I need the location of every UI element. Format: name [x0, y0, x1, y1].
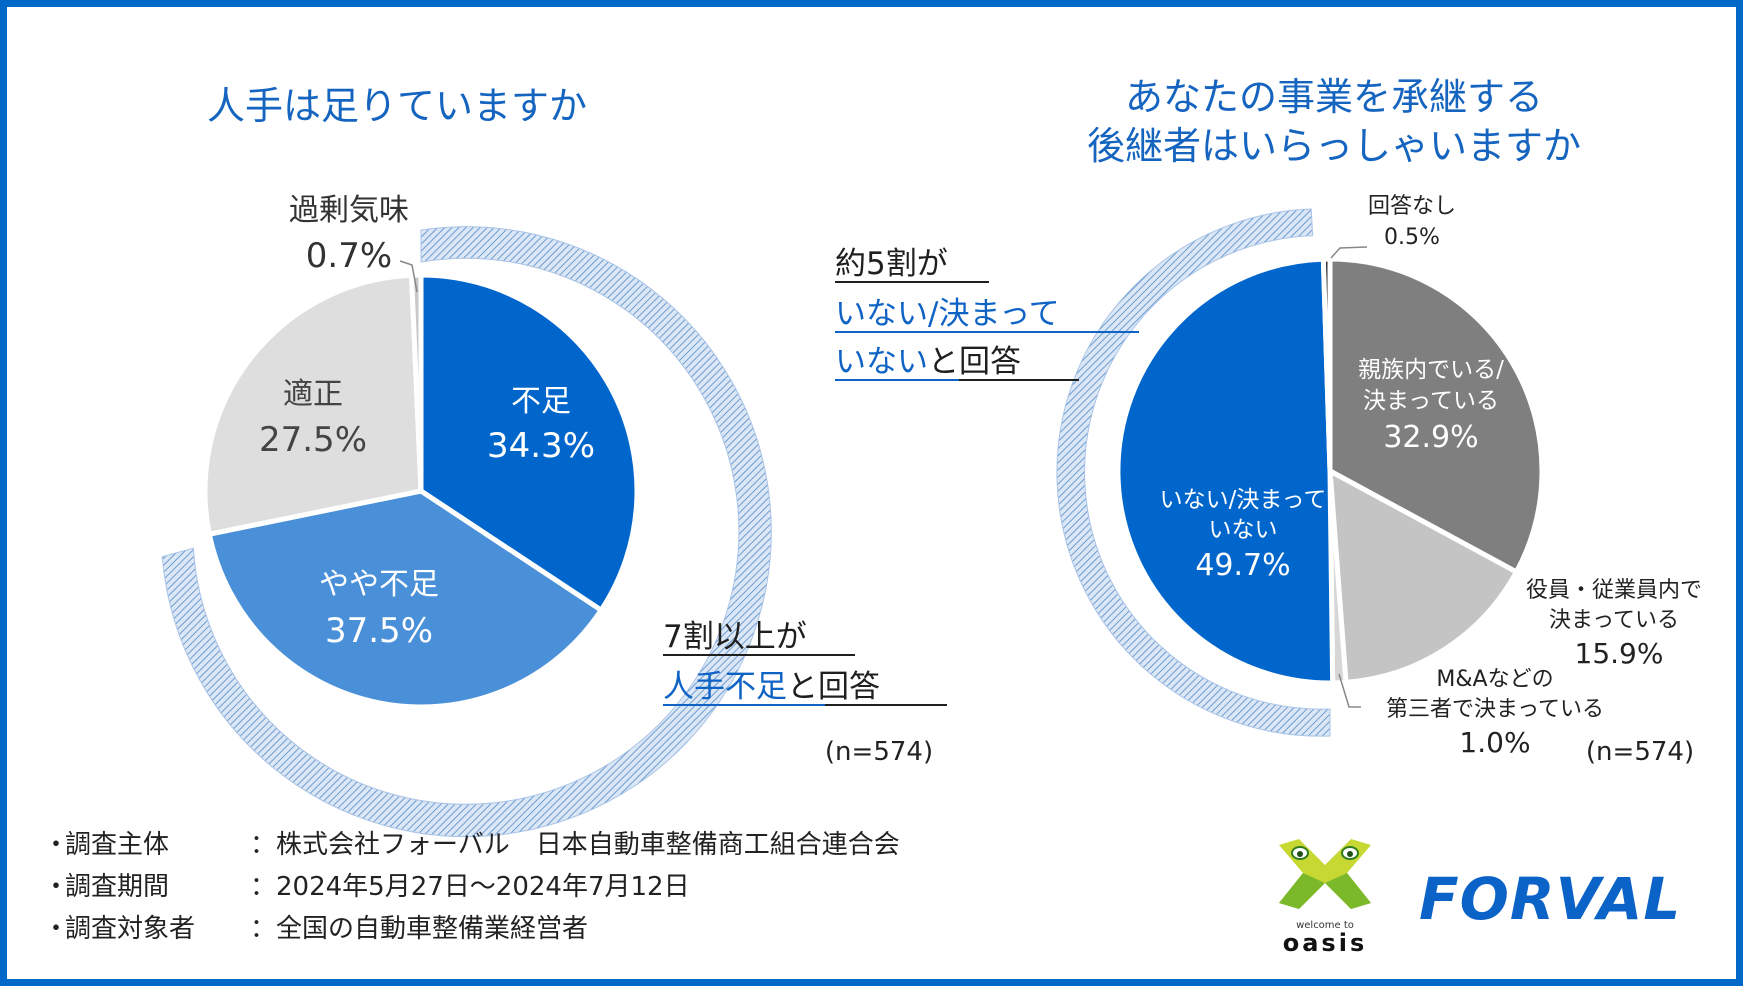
info-value-2: ：2024年5月27日～2024年7月12日	[250, 872, 690, 902]
label-tekisei: 適正	[283, 377, 343, 412]
oasis-pupil-right-icon	[1347, 851, 1353, 857]
right-summary-line1: 約5割が	[835, 246, 948, 282]
pct-nashi: 0.5%	[1384, 225, 1440, 250]
label-shinzoku-1: 親族内でいる/	[1358, 357, 1504, 383]
label-nashi: 回答なし	[1368, 194, 1456, 219]
right-summary-line2: いない/決まって	[835, 296, 1060, 332]
left-chart-title: 人手は足りていますか	[207, 84, 587, 128]
label-inai-1: いない/決まって	[1160, 487, 1327, 513]
leader-kajo	[399, 260, 418, 293]
pct-ma: 1.0%	[1459, 726, 1530, 759]
leader-ma	[1338, 673, 1361, 708]
left-pie-chart	[161, 226, 772, 838]
pct-shinzoku: 32.9%	[1383, 420, 1478, 455]
oasis-logo: welcome to oasis	[1279, 839, 1371, 957]
right-summary: 約5割が いない/決まって いないと回答	[835, 246, 1139, 381]
pct-tekisei: 27.5%	[259, 420, 367, 460]
left-pie-slice-3	[409, 272, 424, 494]
label-ma-2: 第三者で決まっている	[1386, 697, 1604, 722]
left-summary-line2: 人手不足と回答	[663, 669, 880, 705]
info-bullet-2: ・	[43, 872, 69, 902]
label-kajo: 過剰気味	[289, 193, 409, 228]
info-label-1: 調査主体	[65, 830, 169, 860]
right-pie-chart	[1056, 208, 1545, 737]
pct-yaya: 37.5%	[325, 611, 433, 651]
oasis-wordmark: oasis	[1283, 929, 1367, 957]
pct-yakuin: 15.9%	[1575, 637, 1664, 670]
forval-wordmark: FORVAL	[1419, 865, 1681, 933]
leader-nashi	[1330, 246, 1368, 259]
right-pie-slice-3	[1115, 256, 1336, 686]
label-yakuin-1: 役員・従業員内で	[1526, 578, 1702, 603]
left-n-count: (n=574)	[825, 737, 933, 767]
right-summary-highlight: いない	[835, 344, 928, 380]
slide: 人手は足りていますか あなたの事業を承継する 後継者はいらっしゃいますか 不足 …	[7, 7, 1736, 979]
pct-inai: 49.7%	[1195, 548, 1290, 583]
left-highlight-ring	[161, 226, 772, 838]
label-yakuin-2: 決まっている	[1549, 608, 1679, 633]
info-value-1: ：株式会社フォーバル 日本自動車整備商工組合連合会	[250, 830, 900, 860]
oasis-tagline: welcome to	[1296, 920, 1354, 931]
right-pie-slice-4	[1320, 256, 1333, 474]
info-bullet-3: ・	[43, 914, 69, 944]
slide-canvas: 人手は足りていますか あなたの事業を承継する 後継者はいらっしゃいますか 不足 …	[43, 75, 1702, 957]
oasis-x-shade-icon	[1279, 873, 1371, 909]
right-summary-rest: と回答	[928, 344, 1021, 380]
right-chart-title-line1: あなたの事業を承継する	[1125, 75, 1543, 119]
label-fusoku: 不足	[511, 384, 571, 419]
info-label-2: 調査期間	[65, 872, 169, 902]
info-bullet-1: ・	[43, 830, 69, 860]
left-summary-rest: と回答	[787, 669, 880, 705]
pct-fusoku: 34.3%	[487, 426, 595, 466]
label-ma-1: M&Aなどの	[1436, 667, 1553, 692]
label-shinzoku-2: 決まっている	[1363, 388, 1499, 414]
label-inai-2: いない	[1209, 517, 1278, 543]
left-summary-highlight: 人手不足	[663, 669, 787, 705]
left-pie-slice-1	[206, 488, 604, 710]
survey-info: ・ 調査主体 ：株式会社フォーバル 日本自動車整備商工組合連合会 ・ 調査期間 …	[43, 830, 900, 944]
right-pie-slice-1	[1327, 468, 1519, 685]
right-chart-title-line2: 後継者はいらっしゃいますか	[1087, 124, 1581, 168]
right-pie-slice-0	[1327, 256, 1545, 575]
oasis-pupil-left-icon	[1297, 851, 1303, 857]
right-highlight-ring	[1056, 208, 1331, 737]
right-summary-line3: いないと回答	[835, 344, 1021, 380]
right-n-count: (n=574)	[1586, 737, 1694, 767]
left-summary-line1: 7割以上が	[663, 619, 807, 655]
info-label-3: 調査対象者	[65, 914, 195, 944]
pct-kajo: 0.7%	[306, 236, 392, 276]
left-summary: 7割以上が 人手不足と回答	[663, 619, 947, 706]
label-yaya: やや不足	[319, 567, 439, 602]
left-pie-slice-2	[202, 272, 424, 537]
forval-logo: FORVAL	[1419, 865, 1681, 933]
info-value-3: ：全国の自動車整備業経営者	[250, 914, 588, 944]
